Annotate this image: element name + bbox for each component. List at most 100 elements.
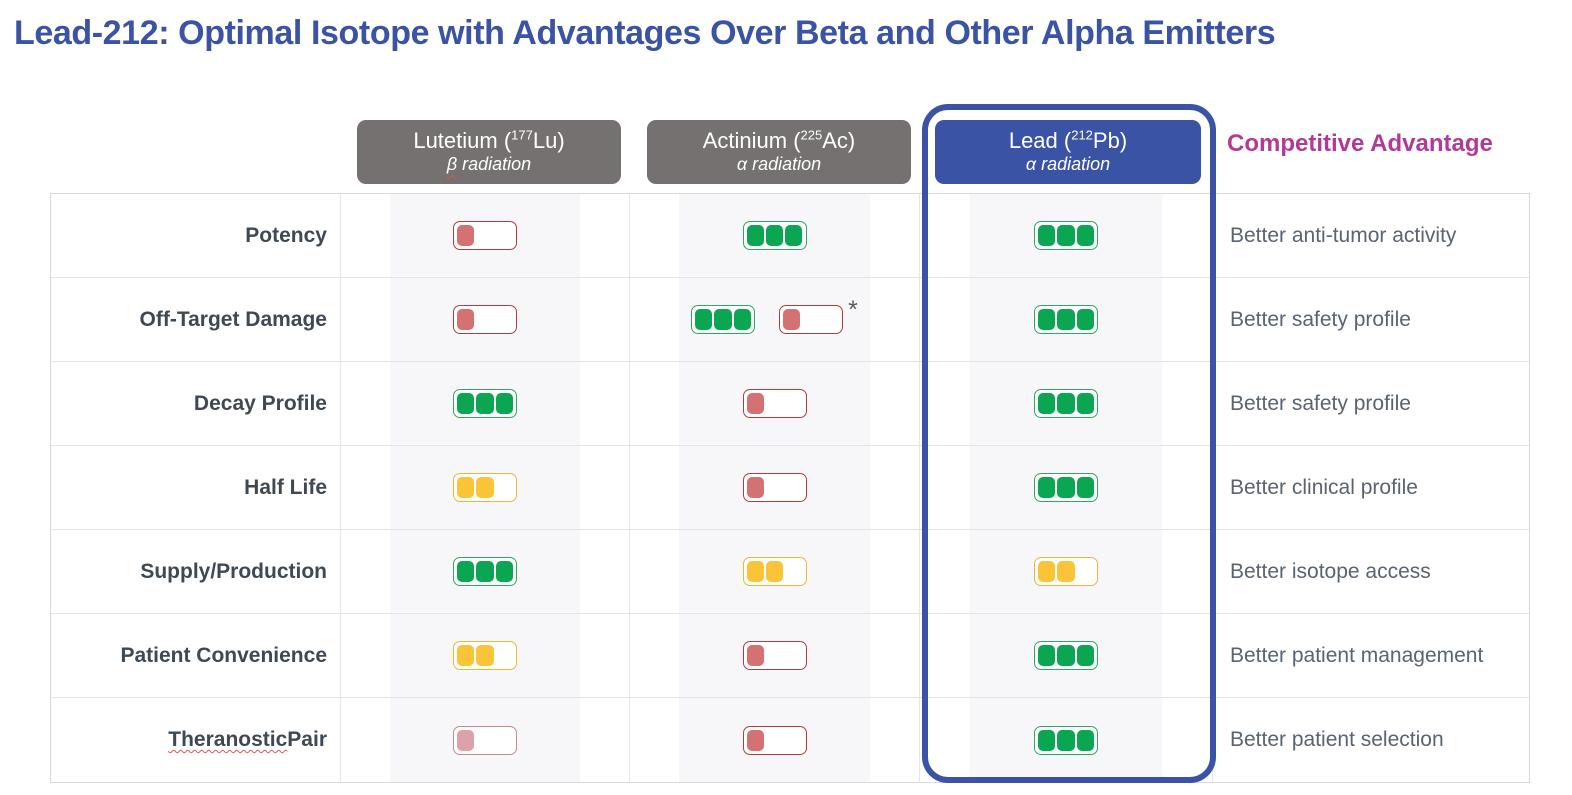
rating-block-filled xyxy=(1057,309,1075,330)
rating-block-filled xyxy=(1057,225,1075,246)
rating-block-filled xyxy=(746,645,764,666)
rating-block-empty xyxy=(1077,561,1094,582)
rating-block-empty xyxy=(785,730,802,751)
table-row: Supply/Production Better isotope access xyxy=(51,530,1529,614)
table-row: Half Life Better clinical profile xyxy=(51,446,1529,530)
rating-block-filled xyxy=(695,309,713,330)
rating-block-filled xyxy=(1038,561,1056,582)
rating-block-filled xyxy=(1038,393,1056,414)
rating-block-filled xyxy=(457,645,475,666)
rating-block-empty xyxy=(766,645,783,666)
rating-block-filled xyxy=(1057,729,1075,751)
rating-block-filled xyxy=(765,561,784,582)
cell-lutetium-rating xyxy=(341,278,630,361)
row-category-label: Decay Profile xyxy=(51,362,341,445)
rating-block-filled xyxy=(1076,645,1094,666)
rating-block-filled xyxy=(733,309,752,330)
cell-competitive-advantage: Better isotope access xyxy=(1230,559,1431,583)
rating-block-filled xyxy=(746,729,764,751)
rating-pill-green-3 xyxy=(1034,473,1098,502)
isotope-header-lead: Lead (212Pb) α radiation xyxy=(935,120,1201,184)
cell-lead-rating xyxy=(920,446,1213,529)
cell-competitive-advantage: Better safety profile xyxy=(1230,391,1411,415)
rating-block-filled xyxy=(746,561,764,582)
cell-competitive-advantage: Better clinical profile xyxy=(1230,475,1418,499)
table-row: Potency Better anti-tumor activity xyxy=(51,194,1529,278)
rating-block-empty xyxy=(496,477,513,498)
cell-actinium-rating xyxy=(630,614,920,697)
rating-block-filled xyxy=(1038,225,1056,246)
rating-pill-yellow-2 xyxy=(1034,557,1098,586)
cell-competitive-advantage: Better anti-tumor activity xyxy=(1230,223,1457,247)
rating-pill-red-1 xyxy=(742,641,807,670)
isotope-header-actinium: Actinium (225Ac) α radiation xyxy=(647,120,911,184)
isotope-name: Lutetium (177Lu) xyxy=(413,127,565,153)
rating-block-filled xyxy=(783,309,801,330)
cell-lead-rating xyxy=(920,614,1213,697)
rating-block-filled xyxy=(495,561,513,582)
isotope-radiation-type: α radiation xyxy=(1025,154,1111,175)
rating-block-empty xyxy=(496,645,513,666)
rating-block-filled xyxy=(746,225,764,246)
rating-pill-green-3 xyxy=(1034,305,1098,334)
rating-block-empty xyxy=(766,730,783,751)
competitive-advantage-header: Competitive Advantage xyxy=(1227,130,1493,157)
isotope-radiation-type: α radiation xyxy=(736,154,822,175)
row-category-label: Patient Convenience xyxy=(51,614,341,697)
rating-pill-red-1 xyxy=(742,389,807,418)
cell-lutetium-rating xyxy=(341,194,630,277)
cell-lead-rating xyxy=(920,278,1213,361)
comparison-table: Potency Better anti-tumor activity Off-T… xyxy=(50,193,1530,783)
rating-block-empty xyxy=(785,561,802,582)
rating-pill-redfaded-1 xyxy=(453,725,517,755)
rating-block-filled xyxy=(457,561,475,582)
rating-block-filled xyxy=(1057,561,1075,582)
rating-block-empty xyxy=(496,309,513,330)
rating-block-filled xyxy=(1038,309,1056,330)
rating-pill-yellow-2 xyxy=(742,557,807,586)
rating-block-filled xyxy=(746,477,764,498)
rating-pill-green-3 xyxy=(1034,641,1098,670)
rating-pill-green-3 xyxy=(1034,221,1098,250)
table-row: Off-Target Damage * Better safety profil… xyxy=(51,278,1529,362)
cell-actinium-rating: * xyxy=(630,278,920,361)
cell-competitive-advantage: Better safety profile xyxy=(1230,307,1411,331)
rating-block-empty xyxy=(496,730,513,751)
table-row: Decay Profile Better safety profile xyxy=(51,362,1529,446)
rating-pill-green-3 xyxy=(691,305,756,334)
rating-block-filled xyxy=(457,393,475,414)
cell-lutetium-rating xyxy=(341,530,630,613)
cell-actinium-rating xyxy=(630,698,920,782)
rating-block-empty xyxy=(785,477,802,498)
rating-pill-red-1 xyxy=(453,221,517,250)
cell-lead-rating xyxy=(920,530,1213,613)
slide-title: Lead-212: Optimal Isotope with Advantage… xyxy=(14,14,1276,52)
table-row: Patient Convenience Better patient manag… xyxy=(51,614,1529,698)
rating-block-filled xyxy=(1057,645,1075,666)
rating-pill-yellow-2 xyxy=(453,641,517,670)
cell-lutetium-rating xyxy=(341,446,630,529)
rating-block-filled xyxy=(1038,645,1056,666)
cell-competitive-advantage: Better patient management xyxy=(1230,643,1484,667)
isotope-header-lutetium: Lutetium (177Lu) β radiation xyxy=(357,120,621,184)
isotope-name: Lead (212Pb) xyxy=(1008,127,1128,153)
rating-pill-green-3 xyxy=(742,221,807,250)
rating-block-filled xyxy=(714,309,732,330)
rating-block-filled xyxy=(1076,393,1094,414)
row-category-label: Half Life xyxy=(51,446,341,529)
isotope-name: Actinium (225Ac) xyxy=(702,127,856,153)
rating-block-filled xyxy=(1076,477,1094,498)
cell-lead-rating xyxy=(920,698,1213,782)
rating-block-filled xyxy=(1057,393,1075,414)
rating-block-filled xyxy=(457,225,475,246)
row-category-label: Off-Target Damage xyxy=(51,278,341,361)
rating-block-filled xyxy=(1076,729,1094,751)
table-row: Theranostic Pair Better patient selectio… xyxy=(51,698,1529,782)
rating-block-filled xyxy=(1076,309,1094,330)
rating-pill-yellow-2 xyxy=(453,473,517,502)
cell-actinium-rating xyxy=(630,362,920,445)
row-category-label: Supply/Production xyxy=(51,530,341,613)
row-category-label: Theranostic Pair xyxy=(51,698,341,782)
rating-block-empty xyxy=(476,730,493,751)
rating-block-filled xyxy=(457,477,475,498)
